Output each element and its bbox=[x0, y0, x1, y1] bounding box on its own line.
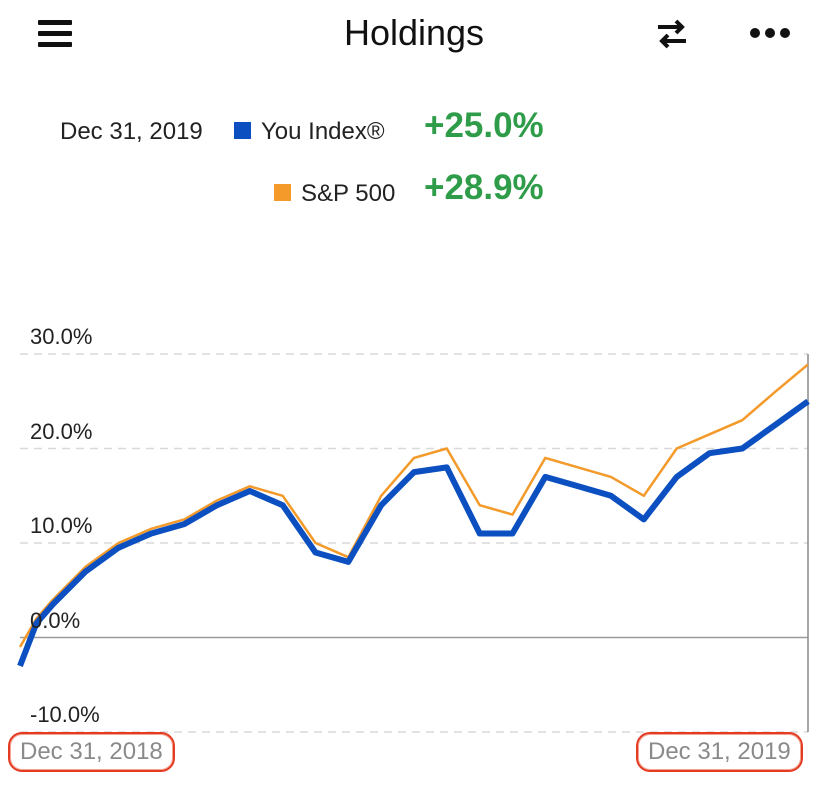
legend-change-sp500: +28.9% bbox=[424, 168, 544, 207]
y-tick-label: 0.0% bbox=[30, 607, 81, 633]
more-horizontal-icon[interactable] bbox=[748, 26, 792, 42]
start-date-label[interactable]: Dec 31, 2018 bbox=[8, 732, 175, 772]
series-line-you-index bbox=[17, 398, 810, 667]
legend-swatch-you-index bbox=[234, 122, 251, 140]
series-line-sp500 bbox=[18, 363, 809, 648]
y-tick-label: 30.0% bbox=[30, 324, 93, 349]
end-date-label[interactable]: Dec 31, 2019 bbox=[636, 732, 803, 772]
legend-item-you-index[interactable]: You Index® bbox=[234, 118, 385, 146]
y-tick-label: 10.0% bbox=[30, 513, 93, 538]
legend-label-you-index: You Index® bbox=[261, 118, 385, 145]
legend-label-sp500: S&P 500 bbox=[301, 180, 396, 207]
legend-date: Dec 31, 2019 bbox=[60, 118, 203, 145]
y-tick-label: -10.0% bbox=[30, 702, 100, 727]
hamburger-menu-icon[interactable] bbox=[38, 18, 74, 50]
y-tick-label: 20.0% bbox=[30, 418, 93, 444]
swap-arrows-icon[interactable] bbox=[652, 18, 692, 50]
top-bar: Holdings bbox=[0, 0, 828, 70]
legend-item-sp500[interactable]: S&P 500 bbox=[274, 180, 395, 208]
legend-swatch-sp500 bbox=[274, 184, 291, 202]
page-title: Holdings bbox=[343, 12, 485, 53]
legend-change-you-index: +25.0% bbox=[424, 106, 544, 145]
